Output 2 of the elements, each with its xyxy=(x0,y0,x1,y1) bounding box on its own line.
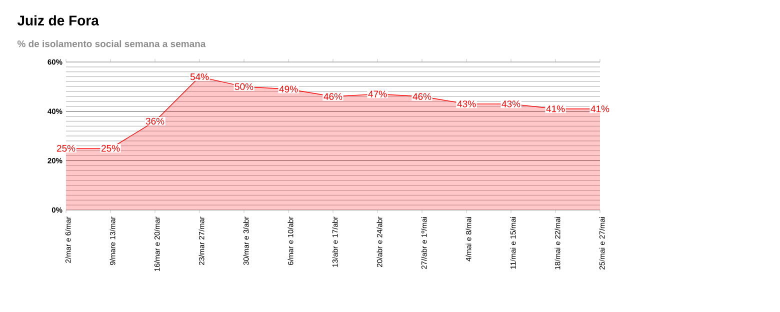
chart-title: Juiz de Fora xyxy=(17,15,99,26)
chart-subtitle: % de isolamento social semana a semana xyxy=(17,40,206,48)
